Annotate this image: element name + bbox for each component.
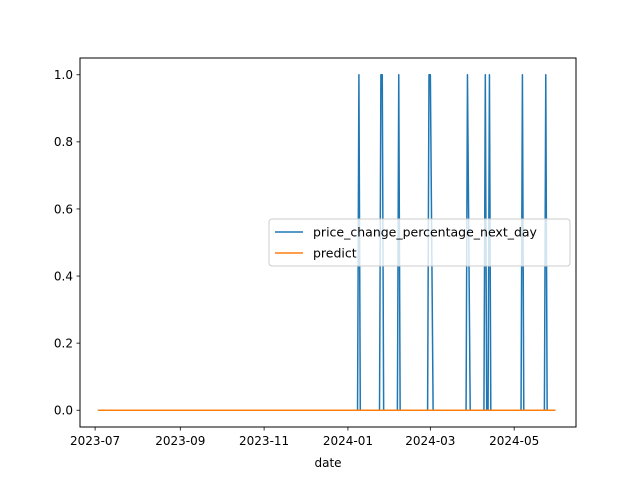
x-tick-label: 2023-09 — [155, 434, 205, 448]
series-layer — [97, 74, 556, 411]
x-tick-label: 2024-05 — [489, 434, 539, 448]
legend-label: predict — [313, 246, 357, 261]
axes-frame — [79, 57, 577, 428]
x-tick-label: 2024-03 — [405, 434, 455, 448]
x-axis-label: date — [314, 456, 341, 470]
y-tick-label: 0.2 — [54, 336, 73, 350]
x-axis: 2023-07 2023-09 2023-11 2024-01 2024-03 2024-… — [70, 427, 539, 448]
x-tick-label: 2023-07 — [70, 434, 120, 448]
y-tick-label: 0.0 — [54, 404, 73, 418]
legend-box — [268, 218, 571, 267]
x-tick-label: 2024-01 — [323, 434, 373, 448]
legend-label: price_change_percentage_next_day — [313, 225, 538, 240]
y-tick-label: 1.0 — [54, 68, 73, 82]
y-tick-label: 0.6 — [54, 202, 73, 216]
y-tick-label: 0.4 — [54, 269, 73, 283]
x-tick-label: 2023-11 — [239, 434, 289, 448]
y-axis: 0.0 0.2 0.4 0.6 0.8 1.0 — [54, 68, 80, 418]
y-tick-label: 0.8 — [54, 135, 73, 149]
